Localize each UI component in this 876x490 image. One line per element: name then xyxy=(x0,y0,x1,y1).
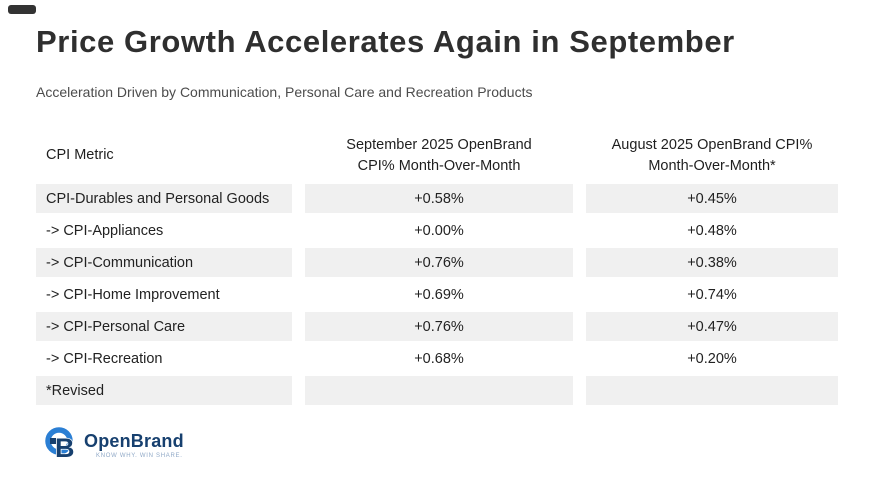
logo-tagline: KNOW WHY. WIN SHARE. xyxy=(96,453,183,459)
page-title: Price Growth Accelerates Again in Septem… xyxy=(36,24,735,59)
cell-aug-value: +0.47% xyxy=(586,312,838,341)
cell-aug-value: +0.48% xyxy=(586,216,838,245)
top-left-mark xyxy=(8,5,36,14)
header-cell-august: August 2025 OpenBrand CPI% Month-Over-Mo… xyxy=(586,131,838,181)
header-line: Month-Over-Month* xyxy=(648,158,776,174)
cpi-table: CPI Metric September 2025 OpenBrand CPI%… xyxy=(36,131,838,405)
cell-sep-value: +0.76% xyxy=(305,248,573,277)
page-subtitle: Acceleration Driven by Communication, Pe… xyxy=(36,84,533,100)
header-line: CPI Metric xyxy=(46,147,114,164)
cell-sep-value: +0.69% xyxy=(305,280,573,309)
footnote-empty-cell xyxy=(305,376,573,405)
logo-text-block: OpenBrand KNOW WHY. WIN SHARE. xyxy=(84,432,184,459)
header-cell-september: September 2025 OpenBrand CPI% Month-Over… xyxy=(305,131,573,181)
cell-metric: -> CPI-Home Improvement xyxy=(36,280,292,309)
cell-sep-value: +0.00% xyxy=(305,216,573,245)
header-line: August 2025 OpenBrand CPI% xyxy=(611,136,813,153)
cell-metric: -> CPI-Appliances xyxy=(36,216,292,245)
cell-metric: CPI-Durables and Personal Goods xyxy=(36,184,292,213)
cell-aug-value: +0.20% xyxy=(586,344,838,373)
cell-sep-value: +0.58% xyxy=(305,184,573,213)
svg-text:B: B xyxy=(55,433,75,463)
cell-metric: -> CPI-Recreation xyxy=(36,344,292,373)
cell-metric: -> CPI-Communication xyxy=(36,248,292,277)
header-cell-metric: CPI Metric xyxy=(36,131,292,181)
cell-metric: -> CPI-Personal Care xyxy=(36,312,292,341)
cell-sep-value: +0.68% xyxy=(305,344,573,373)
openbrand-logo: B OpenBrand KNOW WHY. WIN SHARE. xyxy=(44,426,184,466)
header-line: CPI% Month-Over-Month xyxy=(357,158,521,174)
header-line: September 2025 OpenBrand xyxy=(346,136,532,153)
cell-aug-value: +0.45% xyxy=(586,184,838,213)
cell-aug-value: +0.38% xyxy=(586,248,838,277)
footnote-empty-cell xyxy=(586,376,838,405)
footnote-cell: *Revised xyxy=(36,376,292,405)
logo-brand-name: OpenBrand xyxy=(84,431,184,451)
cell-sep-value: +0.76% xyxy=(305,312,573,341)
cell-aug-value: +0.74% xyxy=(586,280,838,309)
openbrand-logo-icon: B xyxy=(45,427,75,464)
